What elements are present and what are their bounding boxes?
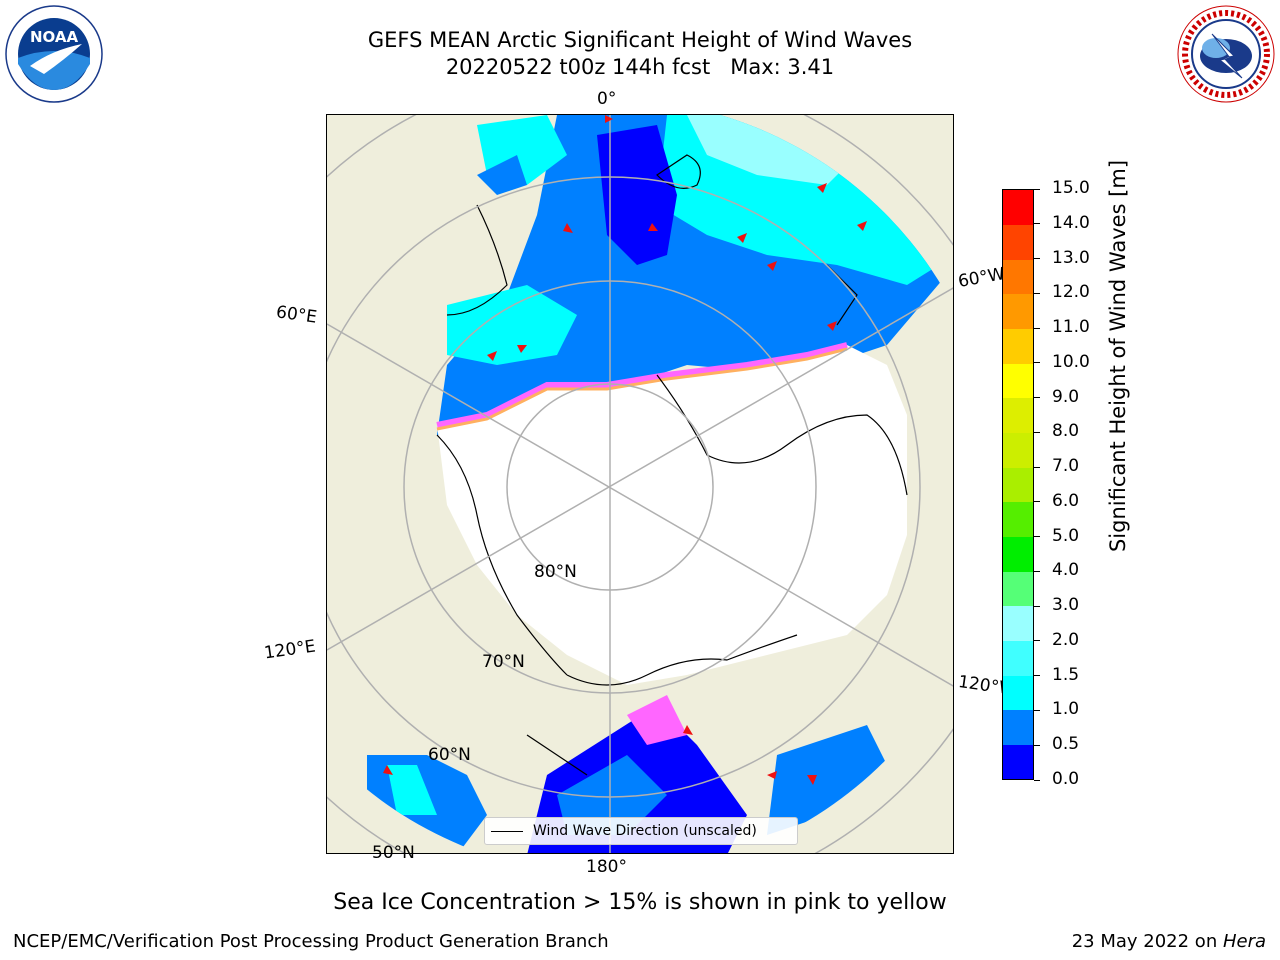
colorbar-tick-mark (1034, 362, 1040, 364)
colorbar (1002, 189, 1034, 780)
map-svg (327, 115, 953, 853)
arctic-map (326, 114, 954, 854)
lon-label-60w: 60°W (956, 264, 1007, 292)
colorbar-tick-mark (1034, 570, 1040, 572)
noaa-logo: NOAA (4, 4, 104, 104)
ice-caption: Sea Ice Concentration > 15% is shown in … (333, 890, 947, 915)
colorbar-tick-mark (1034, 640, 1040, 642)
norwegian-cyan (447, 285, 577, 365)
colorbar-band (1003, 640, 1033, 676)
atlantic-light (687, 115, 847, 185)
lat-label-60: 60°N (428, 745, 471, 765)
colorbar-tick-mark (1034, 605, 1040, 607)
colorbar-tick-mark (1034, 327, 1040, 329)
colorbar-tick-label: 3.0 (1052, 595, 1080, 616)
colorbar-tick-label: 8.0 (1052, 421, 1080, 442)
colorbar-tick-label: 5.0 (1052, 525, 1080, 546)
colorbar-tick-label: 9.0 (1052, 386, 1080, 407)
colorbar-band (1003, 397, 1033, 434)
chart-subtitle: 20220522 t00z 144h fcst Max: 3.41 (445, 55, 835, 79)
colorbar-tick-label: 0.0 (1052, 769, 1080, 789)
map-legend: Wind Wave Direction (unscaled) (484, 817, 798, 845)
colorbar-tick-mark (1034, 397, 1040, 399)
colorbar-tick-label: 11.0 (1052, 317, 1090, 338)
footer-date-text: 23 May 2022 on (1071, 931, 1223, 952)
colorbar-band (1003, 501, 1033, 537)
colorbar-tick-mark (1034, 779, 1040, 781)
footer-host: Hera (1222, 931, 1266, 952)
sea-ice (437, 345, 907, 685)
colorbar-band (1003, 432, 1033, 468)
footer-branch: NCEP/EMC/Verification Post Processing Pr… (13, 931, 609, 952)
colorbar-tick-label: 0.5 (1052, 734, 1080, 755)
colorbar-tick-mark (1034, 744, 1040, 746)
colorbar-tick-mark (1034, 431, 1040, 433)
colorbar-band (1003, 571, 1033, 607)
colorbar-band (1003, 224, 1033, 260)
colorbar-tick-label: 15.0 (1052, 178, 1090, 198)
colorbar-tick-label: 1.0 (1052, 699, 1080, 720)
colorbar-tick-mark (1034, 258, 1040, 260)
colorbar-tick-label: 10.0 (1052, 351, 1090, 372)
lat-label-70: 70°N (482, 652, 525, 672)
colorbar-tick-mark (1034, 501, 1040, 503)
lon-label-60e: 60°E (274, 302, 319, 328)
colorbar-tick-mark (1034, 675, 1040, 677)
lon-label-120e: 120°E (262, 636, 317, 664)
noaa-logo-text: NOAA (30, 28, 79, 46)
colorbar-band (1003, 259, 1033, 295)
colorbar-band (1003, 744, 1033, 780)
wave-arrows (383, 115, 867, 785)
colorbar-tick-label: 4.0 (1052, 560, 1080, 581)
lat-label-50: 50°N (372, 843, 415, 863)
graticule (327, 115, 953, 853)
colorbar-band (1003, 467, 1033, 503)
colorbar-tick-mark (1034, 536, 1040, 538)
colorbar-tick-label: 13.0 (1052, 247, 1090, 268)
lon-label-180: 180° (586, 857, 627, 877)
colorbar-tick-label: 2.0 (1052, 629, 1080, 650)
colorbar-tick-mark (1034, 709, 1040, 711)
colorbar-band (1003, 709, 1033, 745)
colorbar-tick-label: 1.5 (1052, 664, 1080, 685)
colorbar-tick-mark (1034, 466, 1040, 468)
legend-line-swatch (491, 831, 523, 832)
colorbar-tick-mark (1034, 223, 1040, 225)
chart-title: GEFS MEAN Arctic Significant Height of W… (367, 28, 913, 52)
footer-date: 23 May 2022 on Hera (1072, 931, 1266, 952)
colorbar-band (1003, 675, 1033, 711)
legend-label: Wind Wave Direction (unscaled) (533, 823, 757, 839)
colorbar-band (1003, 605, 1033, 641)
lat-label-80: 80°N (534, 562, 577, 582)
colorbar-tick-label: 7.0 (1052, 456, 1080, 477)
colorbar-tick-mark (1034, 292, 1040, 294)
colorbar-band (1003, 536, 1033, 572)
ice-edge-orange (436, 347, 848, 431)
colorbar-tick-label: 14.0 (1052, 212, 1090, 233)
lon-label-0: 0° (597, 89, 617, 109)
colorbar-tick-mark (1034, 188, 1040, 190)
colorbar-band (1003, 328, 1033, 364)
ice-edge-pink (436, 342, 848, 428)
colorbar-band (1003, 293, 1033, 330)
colorbar-band (1003, 363, 1033, 399)
colorbar-label: Significant Height of Wind Waves [m] (1106, 159, 1130, 553)
gulf-alaska-waves (767, 725, 887, 835)
nws-logo (1176, 4, 1276, 104)
colorbar-tick-label: 12.0 (1052, 282, 1090, 303)
colorbar-band (1003, 190, 1033, 226)
colorbar-tick-label: 6.0 (1052, 490, 1080, 511)
